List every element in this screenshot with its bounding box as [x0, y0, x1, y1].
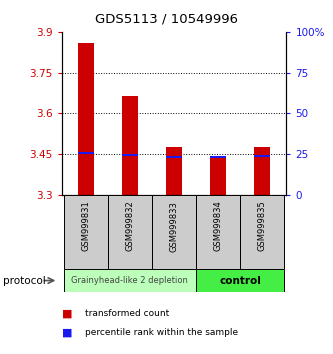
Bar — [166, 147, 182, 195]
Bar — [254, 147, 270, 195]
Text: GSM999833: GSM999833 — [169, 201, 178, 252]
Text: GSM999834: GSM999834 — [213, 201, 222, 251]
Bar — [196, 195, 240, 269]
Text: ■: ■ — [62, 328, 72, 338]
Text: GSM999835: GSM999835 — [258, 201, 267, 251]
Bar — [210, 157, 226, 195]
Bar — [64, 195, 108, 269]
Bar — [108, 195, 152, 269]
Text: GSM999831: GSM999831 — [81, 201, 90, 251]
Text: control: control — [219, 275, 261, 286]
Text: transformed count: transformed count — [85, 309, 169, 318]
Bar — [254, 155, 270, 157]
Text: Grainyhead-like 2 depletion: Grainyhead-like 2 depletion — [72, 276, 188, 285]
Text: percentile rank within the sample: percentile rank within the sample — [85, 328, 238, 337]
Bar — [196, 269, 284, 292]
Bar — [210, 156, 226, 158]
Text: ■: ■ — [62, 308, 72, 318]
Bar — [166, 156, 182, 158]
Bar — [152, 195, 196, 269]
Text: GSM999832: GSM999832 — [126, 201, 135, 251]
Bar — [122, 154, 138, 156]
Bar — [122, 96, 138, 195]
Text: protocol: protocol — [3, 275, 46, 286]
Text: GDS5113 / 10549996: GDS5113 / 10549996 — [95, 12, 238, 25]
Bar — [78, 152, 94, 154]
Bar — [78, 43, 94, 195]
Bar — [64, 269, 196, 292]
Bar — [240, 195, 284, 269]
